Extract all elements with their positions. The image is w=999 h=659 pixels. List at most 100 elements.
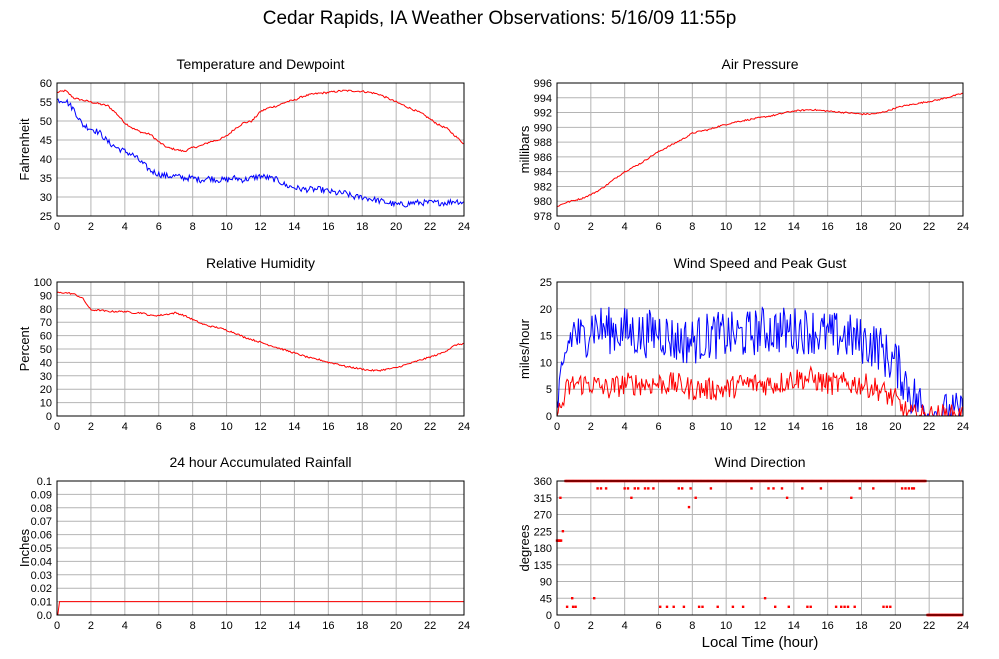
y-tick-label: 5 <box>546 384 552 396</box>
y-tick-label: 0.04 <box>31 556 52 568</box>
plot-frame <box>56 82 465 217</box>
scatter-point <box>767 487 770 490</box>
scatter-point <box>574 605 577 608</box>
scatter-point <box>571 605 575 608</box>
scatter-point <box>731 605 735 608</box>
y-tick-label: 45 <box>540 593 552 605</box>
y-tick-label: 0 <box>546 411 552 423</box>
x-tick-label: 4 <box>122 421 128 433</box>
y-tick-label: 180 <box>534 543 552 555</box>
y-tick-label: 0 <box>46 411 52 423</box>
x-tick-label: 24 <box>957 221 969 233</box>
y-tick-label: 225 <box>534 526 552 538</box>
panel-title: Relative Humidity <box>206 255 315 271</box>
series-line <box>556 306 964 417</box>
y-tick-label: 0.07 <box>31 516 52 528</box>
scatter-point <box>689 487 692 490</box>
x-tick-label: 2 <box>588 221 594 233</box>
x-tick-label: 0 <box>554 221 560 233</box>
y-axis-label: millibars <box>517 125 532 173</box>
x-tick-label: 16 <box>822 421 834 433</box>
x-tick-label: 0 <box>54 421 60 433</box>
scatter-point <box>809 605 812 608</box>
y-tick-label: 270 <box>534 510 552 522</box>
scatter-point <box>882 605 885 608</box>
x-tick-label: 12 <box>754 221 766 233</box>
y-tick-label: 990 <box>534 122 552 134</box>
scatter-point <box>801 487 804 490</box>
x-tick-label: 24 <box>458 620 470 632</box>
x-tick-label: 6 <box>156 620 162 632</box>
y-tick-label: 60 <box>40 78 52 90</box>
y-axis-label: miles/hour <box>517 318 532 379</box>
x-tick-label: 24 <box>957 620 969 632</box>
series-line <box>56 98 465 208</box>
scatter-point <box>763 597 767 600</box>
scatter-point <box>604 487 608 490</box>
scatter-point <box>853 605 856 608</box>
scatter-point <box>806 605 809 608</box>
y-tick-label: 978 <box>534 211 552 223</box>
x-tick-label: 10 <box>720 421 732 433</box>
scatter-point <box>687 505 691 509</box>
plot-frame <box>56 281 465 417</box>
scatter-point <box>682 605 686 608</box>
y-tick-label: 988 <box>534 137 552 149</box>
y-axis-label: Percent <box>17 326 32 371</box>
x-tick-label: 20 <box>390 221 402 233</box>
series-line <box>56 291 465 372</box>
y-tick-label: 50 <box>40 344 52 356</box>
y-tick-label: 10 <box>40 398 52 410</box>
x-tick-label: 8 <box>689 421 695 433</box>
x-tick-label: 8 <box>689 620 695 632</box>
series-line <box>556 365 964 417</box>
panel-title: Wind Speed and Peak Gust <box>674 255 847 271</box>
x-tick-label: 14 <box>288 620 300 632</box>
x-tick-label: 18 <box>356 620 368 632</box>
scatter-point <box>858 487 861 490</box>
panel-title: 24 hour Accumulated Rainfall <box>169 454 351 470</box>
y-tick-label: 30 <box>40 371 52 383</box>
x-tick-label: 14 <box>788 620 800 632</box>
y-tick-label: 55 <box>40 97 52 109</box>
x-tick-label: 2 <box>88 221 94 233</box>
scatter-point <box>834 605 838 608</box>
scatter-point <box>647 487 650 490</box>
y-tick-label: 90 <box>540 577 552 589</box>
x-tick-label: 14 <box>288 421 300 433</box>
x-tick-label: 2 <box>588 421 594 433</box>
x-tick-label: 8 <box>190 421 196 433</box>
scatter-point <box>709 487 713 490</box>
x-tick-label: 18 <box>855 421 867 433</box>
x-tick-label: 12 <box>254 620 266 632</box>
x-tick-label: 16 <box>322 620 334 632</box>
x-tick-label: 22 <box>923 421 935 433</box>
scatter-point <box>900 487 904 490</box>
scatter-point <box>672 605 675 608</box>
scatter-point <box>652 487 655 490</box>
y-tick-label: 20 <box>540 304 552 316</box>
x-tick-label: 8 <box>190 620 196 632</box>
scatter-point <box>772 487 775 490</box>
scatter-point <box>819 487 823 490</box>
x-tick-label: 22 <box>923 221 935 233</box>
scatter-point <box>911 487 914 490</box>
x-tick-label: 16 <box>322 221 334 233</box>
scatter-point <box>593 597 596 600</box>
x-tick-label: 20 <box>889 421 901 433</box>
x-tick-label: 10 <box>720 221 732 233</box>
y-tick-label: 20 <box>40 384 52 396</box>
y-tick-label: 0.05 <box>31 543 52 555</box>
y-tick-label: 984 <box>534 167 552 179</box>
y-tick-label: 0.03 <box>31 570 52 582</box>
y-tick-label: 0.1 <box>37 476 52 488</box>
x-tick-label: 22 <box>424 421 436 433</box>
y-tick-label: 15 <box>540 331 552 343</box>
x-tick-label: 4 <box>122 620 128 632</box>
y-tick-label: 70 <box>40 317 52 329</box>
x-tick-label: 4 <box>122 221 128 233</box>
